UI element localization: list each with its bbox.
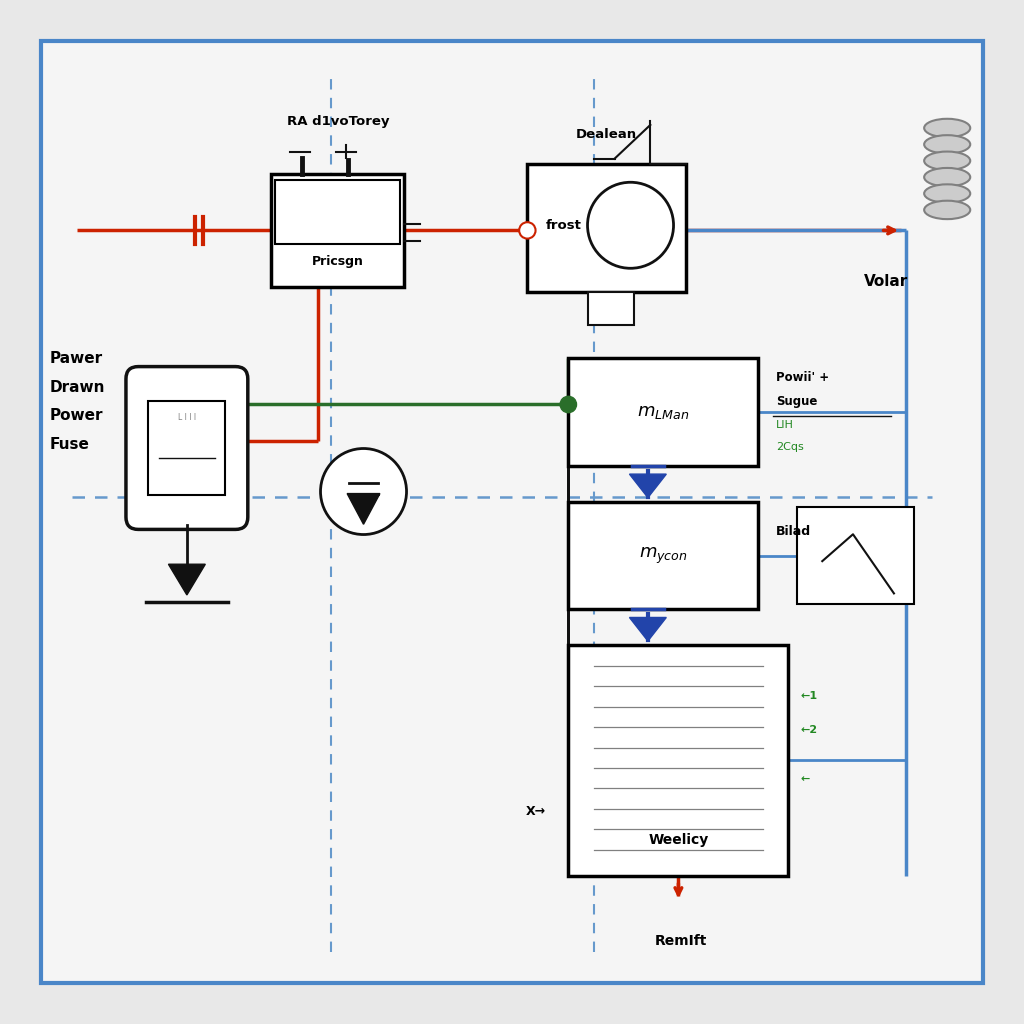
Ellipse shape [924,135,971,154]
Text: Volar: Volar [863,274,908,289]
Text: RA d1voTorey: RA d1voTorey [287,115,389,128]
Polygon shape [630,617,667,641]
Bar [568,502,758,609]
Bar [527,164,686,292]
Circle shape [519,222,536,239]
Ellipse shape [924,152,971,170]
Text: Pawer: Pawer [49,351,102,366]
Circle shape [560,396,577,413]
Polygon shape [630,474,667,498]
FancyBboxPatch shape [126,367,248,529]
Bar [568,645,788,876]
Text: Power: Power [49,409,102,423]
Text: ←2: ←2 [801,725,818,735]
Text: Dealean: Dealean [577,128,637,141]
Ellipse shape [924,168,971,186]
Text: Weelicy: Weelicy [648,833,709,847]
Text: Sugue: Sugue [776,395,817,408]
Text: Fuse: Fuse [49,437,89,452]
Text: Pricsgn: Pricsgn [312,255,364,267]
Circle shape [588,182,674,268]
Text: L I I I: L I I I [178,413,196,422]
Bar [148,401,225,495]
Text: Drawn: Drawn [49,380,104,394]
Bar [275,180,400,244]
Circle shape [321,449,407,535]
Text: ←: ← [801,774,810,783]
Text: Powii' +: Powii' + [776,372,829,384]
Bar [588,292,634,325]
Ellipse shape [924,184,971,203]
Text: $m_{ycon}$: $m_{ycon}$ [639,546,687,565]
Polygon shape [347,494,380,524]
Text: Bilad: Bilad [776,525,811,539]
Polygon shape [168,564,205,595]
Ellipse shape [924,201,971,219]
Text: 2Cqs: 2Cqs [776,441,804,452]
Text: ←1: ←1 [801,691,818,700]
Bar [797,507,914,604]
FancyBboxPatch shape [41,41,983,983]
Bar [568,358,758,466]
Text: frost: frost [546,219,582,231]
Bar [271,174,404,287]
Text: X→: X→ [525,805,546,817]
Text: LIH: LIH [776,420,794,430]
Text: $m_{LMan}$: $m_{LMan}$ [637,403,689,421]
Ellipse shape [924,119,971,137]
Text: RemIft: RemIft [654,934,708,948]
